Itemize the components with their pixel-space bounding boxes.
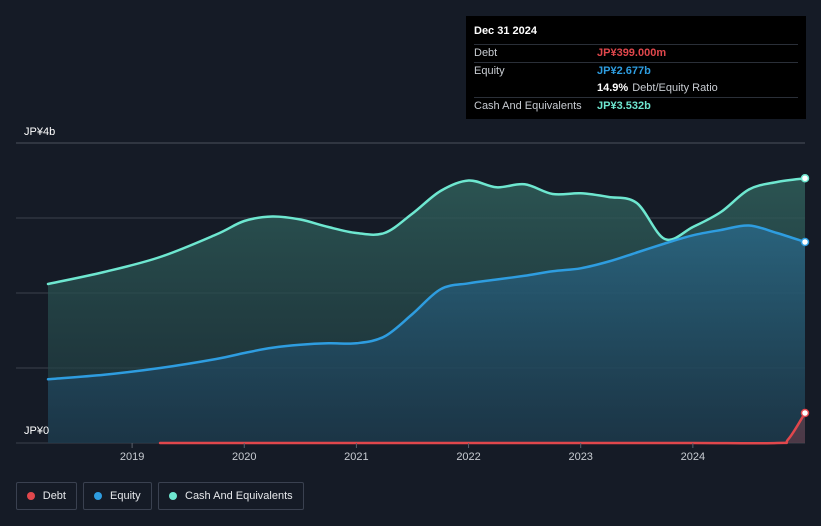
y-axis-min-label: JP¥0 <box>24 425 50 437</box>
series-lines <box>46 177 807 445</box>
tooltip-equity-value: JP¥2.677b <box>597 65 651 77</box>
cash-dot-icon <box>169 492 177 500</box>
tooltip-ratio-row: 14.9% Debt/Equity Ratio <box>474 80 798 97</box>
equity-end-marker <box>800 237 810 247</box>
legend-equity[interactable]: Equity <box>83 482 152 510</box>
debt-dot-icon <box>27 492 35 500</box>
tooltip-equity-label: Equity <box>474 65 505 77</box>
equity-line <box>46 224 807 381</box>
tooltip-cash-label: Cash And Equivalents <box>474 100 582 112</box>
x-tick-label: 2020 <box>232 451 256 463</box>
equity-dot-icon <box>94 492 102 500</box>
tooltip-equity-row: Equity JP¥2.677b <box>474 62 798 80</box>
x-axis-ticks: 2019 2020 2021 2022 2023 2024 <box>120 443 705 463</box>
tooltip-cash-row: Cash And Equivalents JP¥3.532b <box>474 97 798 115</box>
legend-debt-label: Debt <box>42 490 66 502</box>
legend-equity-label: Equity <box>110 490 141 502</box>
x-tick-label: 2023 <box>568 451 592 463</box>
tooltip-ratio-value: 14.9% <box>597 82 629 94</box>
equity-area <box>48 225 805 443</box>
y-axis-max-label: JP¥4b <box>24 126 56 138</box>
cash-end-marker <box>800 174 810 183</box>
tooltip-debt-label: Debt <box>474 47 498 59</box>
x-tick-label: 2024 <box>681 451 705 463</box>
debt-line <box>158 411 807 445</box>
tooltip-cash-value: JP¥3.532b <box>597 100 651 112</box>
legend-cash-label: Cash And Equivalents <box>185 490 293 502</box>
legend-cash[interactable]: Cash And Equivalents <box>158 482 304 510</box>
tooltip-ratio-label: Debt/Equity Ratio <box>632 82 718 94</box>
data-tooltip: Dec 31 2024 Debt JP¥399.000m Equity JP¥2… <box>466 16 806 119</box>
tooltip-debt-row: Debt JP¥399.000m <box>474 44 798 62</box>
x-tick-label: 2019 <box>120 451 144 463</box>
series-areas <box>48 178 806 444</box>
debt-end-marker <box>800 408 810 418</box>
tooltip-debt-value: JP¥399.000m <box>597 47 667 59</box>
tooltip-date: Dec 31 2024 <box>474 25 537 37</box>
x-tick-label: 2021 <box>344 451 368 463</box>
x-tick-label: 2022 <box>456 451 480 463</box>
cash-line <box>46 177 807 286</box>
series-end-markers <box>800 174 810 418</box>
legend-debt[interactable]: Debt <box>16 482 77 510</box>
